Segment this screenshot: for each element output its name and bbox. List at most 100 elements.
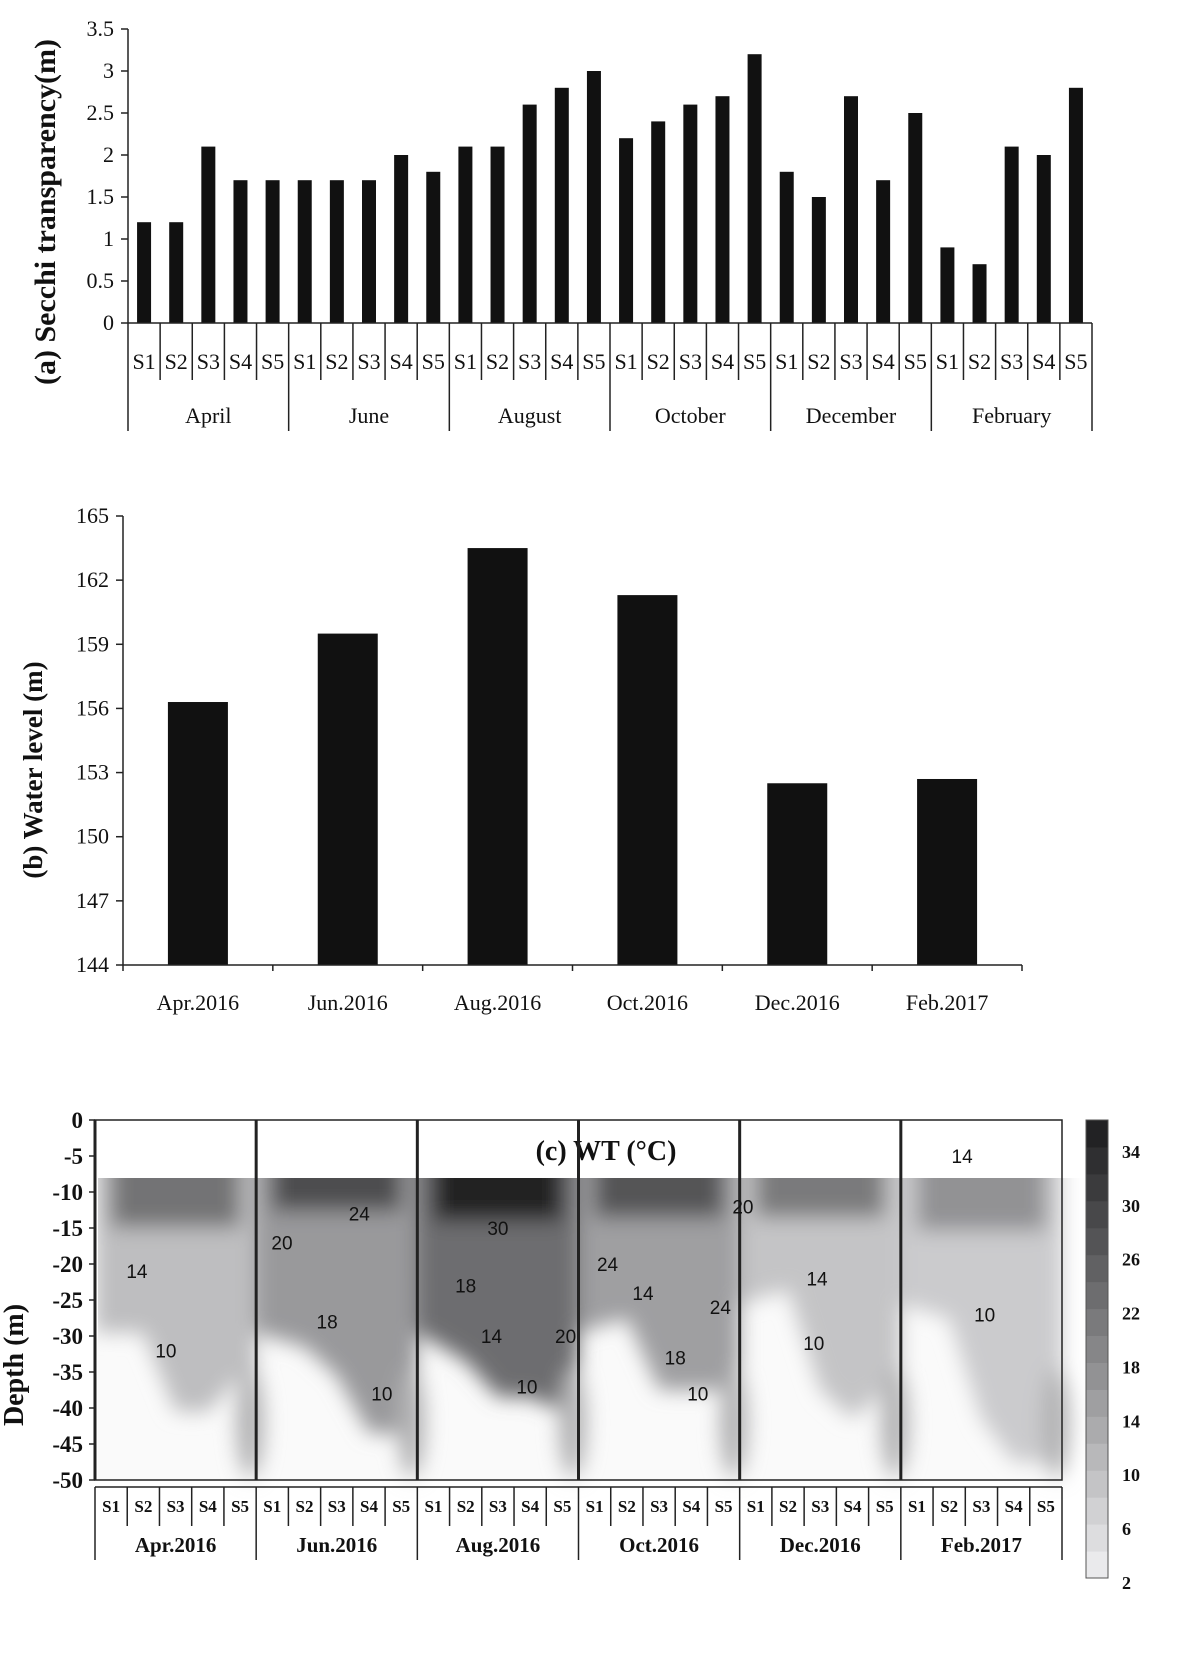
wt-month-label: Feb.2017 [941, 1533, 1022, 1557]
secchi-station-label: S4 [711, 349, 734, 374]
wt-contour-value: 10 [803, 1334, 824, 1355]
wt-contour-value: 14 [806, 1269, 828, 1290]
wt-warm-core [111, 1178, 241, 1227]
wt-isotherm-band [578, 1178, 740, 1390]
wt-contour-value: 18 [665, 1349, 686, 1370]
wt-contour-chart: (c) WT (°C) Depth (m) 0 -5 -10 -15 -20 -25 -30… [0, 1108, 1140, 1593]
secchi-station-label: S5 [1064, 349, 1087, 374]
secchi-month-label: August [498, 403, 562, 428]
wt-y-tick-label: -35 [52, 1360, 83, 1385]
secchi-y-tick-label: 3 [103, 58, 114, 83]
wt-contour-value: 14 [126, 1262, 148, 1283]
secchi-month-label: June [349, 403, 389, 428]
secchi-station-label: S4 [872, 349, 895, 374]
secchi-station-label: S5 [904, 349, 927, 374]
secchi-station-label: S2 [647, 349, 670, 374]
secchi-station-label: S3 [679, 349, 702, 374]
wt-contour-value: 20 [732, 1197, 753, 1218]
water-level-x-axis: Apr.2016 Jun.2016 Aug.2016 Oct.2016 Dec.2016… [122, 964, 1023, 1015]
secchi-bar [1036, 155, 1051, 323]
secchi-ylabel: (a) Secchi transparency(m) [29, 39, 62, 385]
wt-colorbar-tick-label: 30 [1122, 1196, 1140, 1216]
wt-station-label: S1 [424, 1497, 442, 1516]
secchi-month-label: October [655, 403, 727, 428]
wt-colorbar-step [1086, 1200, 1108, 1229]
secchi-station-label: S2 [486, 349, 509, 374]
water-level-x-label: Jun.2016 [308, 990, 388, 1015]
wt-colorbar-step [1086, 1254, 1108, 1283]
wt-colorbar-border [1085, 1119, 1109, 1579]
secchi-station-label: S2 [968, 349, 991, 374]
secchi-station-label: S3 [357, 349, 380, 374]
wt-station-label: S1 [102, 1497, 120, 1516]
wt-y-tick-label: -15 [52, 1216, 83, 1241]
secchi-bar [297, 180, 312, 323]
wt-colorbar-tick-label: 14 [1122, 1411, 1140, 1431]
secchi-bar [329, 180, 344, 323]
wt-station-label: S4 [843, 1497, 861, 1516]
wt-colorbar-step [1086, 1416, 1108, 1444]
wt-station-label: S1 [747, 1497, 765, 1516]
wt-station-label: S3 [328, 1497, 346, 1516]
wt-y-tick-label: -45 [52, 1432, 83, 1457]
wt-colorbar-tick-label: 34 [1122, 1142, 1140, 1162]
wt-y-tick-label: -25 [52, 1288, 83, 1313]
wt-contour-value: 20 [271, 1233, 292, 1254]
wt-shading [98, 1178, 1070, 1478]
wt-deep-plume [1042, 1367, 1070, 1478]
secchi-bar [265, 180, 280, 323]
wt-contour-value: 30 [487, 1219, 508, 1240]
wt-contour-label: 24 [597, 1255, 619, 1276]
secchi-bar [233, 180, 248, 323]
water-level-y-axis: 144 147 150 153 156 159 162 165 [76, 503, 124, 977]
wt-y-tick-label: -40 [52, 1396, 83, 1421]
wt-contour-label: 10 [371, 1385, 392, 1406]
wt-station-label: S3 [489, 1497, 507, 1516]
wt-colorbar-step [1086, 1308, 1108, 1337]
wt-station-label: S5 [876, 1497, 894, 1516]
wt-contour-label: 14 [806, 1269, 828, 1290]
water-level-y-tick-label: 147 [76, 888, 109, 913]
wt-station-label: S2 [457, 1497, 475, 1516]
secchi-y-tick-label: 1 [103, 226, 114, 251]
secchi-bar [1068, 87, 1083, 323]
water-level-x-label: Apr.2016 [157, 990, 240, 1015]
wt-contour-label: 18 [317, 1313, 338, 1334]
water-level-bar [917, 778, 978, 965]
wt-isotherm-band [417, 1178, 579, 1412]
secchi-station-label: S3 [1000, 349, 1023, 374]
wt-contour-value: 24 [349, 1205, 371, 1226]
wt-deep-plume [558, 1367, 587, 1478]
secchi-bar [426, 171, 441, 323]
wt-month-label: Apr.2016 [135, 1533, 217, 1557]
secchi-month-label: December [806, 403, 897, 428]
secchi-bar [137, 222, 152, 323]
wt-contour-label: 10 [155, 1341, 176, 1362]
wt-station-label: S3 [650, 1497, 668, 1516]
secchi-bars [137, 54, 1083, 324]
wt-station-label: S1 [263, 1497, 281, 1516]
wt-contour-value: 20 [555, 1327, 576, 1348]
wt-contour-label: 24 [710, 1298, 732, 1319]
wt-contour-label: 10 [687, 1385, 708, 1406]
wt-contour-label: 14 [952, 1147, 974, 1168]
wt-y-tick-label: -50 [52, 1468, 83, 1493]
wt-month-label: Oct.2016 [619, 1533, 699, 1557]
wt-contour-value: 24 [597, 1255, 619, 1276]
secchi-bar [394, 155, 409, 323]
wt-colorbar-step [1086, 1227, 1108, 1256]
wt-contour-value: 14 [632, 1284, 654, 1305]
wt-station-label: S5 [553, 1497, 571, 1516]
secchi-bar [683, 104, 698, 323]
secchi-bar [522, 104, 537, 323]
secchi-bar [619, 138, 634, 323]
wt-title: (c) WT (°C) [536, 1136, 677, 1167]
wt-deep-plume [397, 1367, 426, 1478]
wt-station-label: S4 [682, 1497, 700, 1516]
wt-station-label: S4 [1005, 1497, 1023, 1516]
secchi-month-label: April [185, 403, 231, 428]
wt-colorbar-step [1086, 1173, 1108, 1202]
wt-contour-value: 24 [710, 1298, 732, 1319]
secchi-y-tick-label: 2 [103, 142, 114, 167]
secchi-y-tick-label: 1.5 [87, 184, 115, 209]
